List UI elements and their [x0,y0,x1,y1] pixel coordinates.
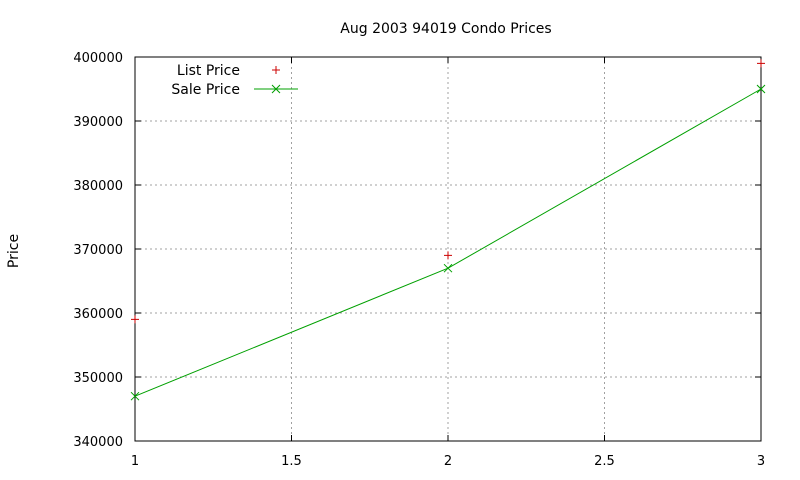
legend-marker-list-price [272,66,280,74]
x-tick-label: 2 [444,454,452,469]
x-tick-label: 1 [131,454,139,469]
x-tick-label: 2.5 [594,454,615,469]
sale-price-point [130,391,140,401]
list-price-point [444,251,452,260]
grid [135,57,761,441]
sale-price-point [443,263,453,273]
y-tick-label: 340000 [73,435,123,450]
sale-price-point [756,84,766,94]
list-price-series [131,59,765,324]
x-tick-label: 1.5 [281,454,302,469]
y-axis-label: Price [6,234,22,268]
list-price-point [757,59,765,68]
list-price-point [131,315,139,324]
legend-label-sale-price: Sale Price [171,82,240,98]
legend-marker-sale-price [271,84,281,94]
y-tick-label: 380000 [73,179,123,194]
x-tick-label: 3 [757,454,765,469]
y-tick-label: 370000 [73,243,123,258]
y-tick-label: 400000 [73,51,123,66]
chart-title: Aug 2003 94019 Condo Prices [340,21,551,37]
y-tick-label: 350000 [73,371,123,386]
legend-label-list-price: List Price [177,63,240,79]
sale-price-series [130,84,766,401]
series-layer [130,59,766,401]
legend: List Price Sale Price [171,63,298,98]
y-tick-label: 360000 [73,307,123,322]
y-tick-label: 390000 [73,115,123,130]
axis-ticks: 1 1.5 2 2.5 3 340000 350000 360000 370000 380000 3… [73,51,765,469]
